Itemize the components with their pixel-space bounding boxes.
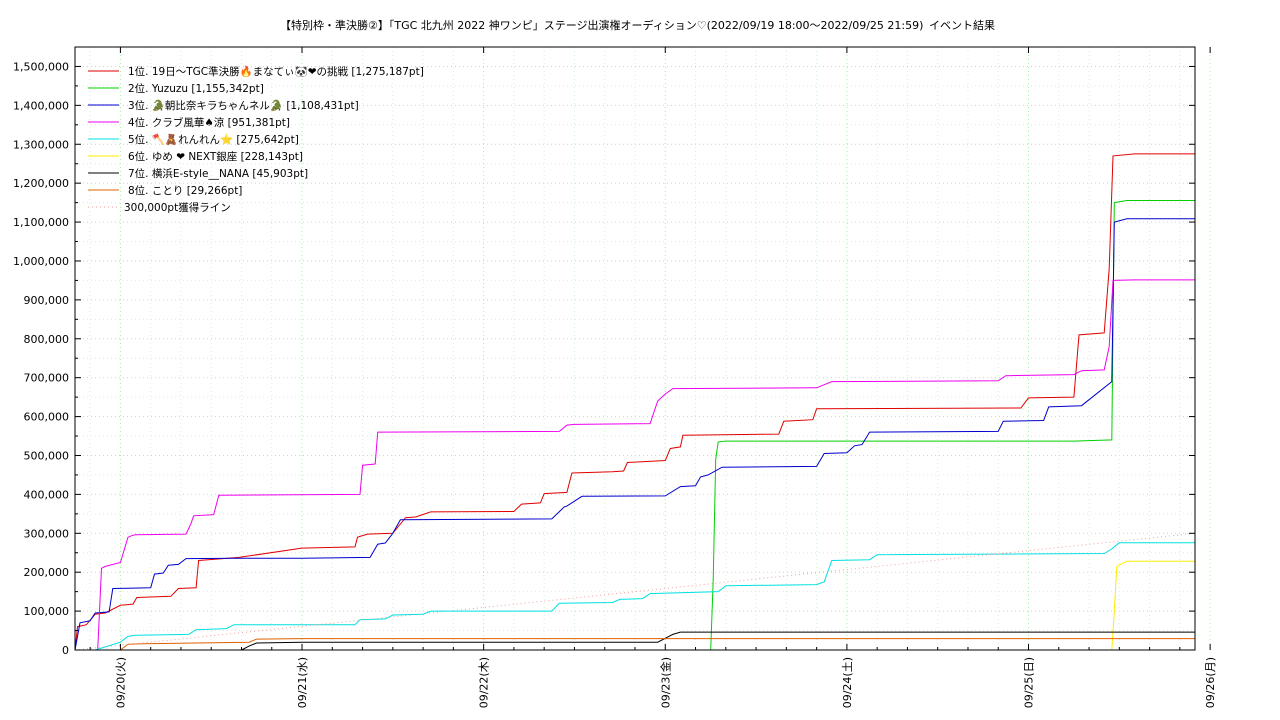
y-tick-label: 0 bbox=[62, 644, 69, 657]
chart-title: 【特別枠・準決勝②】「TGC 北九州 2022 神ワンピ」ステージ出演権オーディ… bbox=[280, 18, 923, 32]
legend-label: 4位. クラブ風華♠涼 [951,381pt] bbox=[128, 116, 290, 129]
series-line-7 bbox=[75, 631, 1195, 651]
chart-subtitle: イベント結果 bbox=[929, 18, 995, 32]
y-tick-label: 100,000 bbox=[24, 605, 70, 618]
series-line-8 bbox=[75, 638, 1195, 651]
legend-label: 5位. 🪓🧸れんれん⭐ [275,642pt] bbox=[128, 133, 299, 146]
y-tick-label: 300,000 bbox=[24, 527, 70, 540]
x-tick-label: 09/20(火) bbox=[114, 657, 127, 708]
series-line-4 bbox=[75, 279, 1195, 651]
y-axis: 0 100,000 200,000 300,000 400,000 500,000 600,… bbox=[13, 60, 1195, 657]
legend-label: 7位. 横浜E-style__NANA [45,903pt] bbox=[128, 167, 308, 180]
y-tick-label: 400,000 bbox=[24, 488, 70, 501]
legend: 1位. 19日〜TGC準決勝🔥まなてぃ🐼❤の挑戦 [1,275,187pt] 2位… bbox=[88, 65, 424, 214]
y-tick-label: 1,400,000 bbox=[13, 99, 69, 112]
y-tick-label: 200,000 bbox=[24, 566, 70, 579]
grid bbox=[75, 47, 1211, 650]
y-tick-label: 1,000,000 bbox=[13, 255, 69, 268]
y-tick-label: 1,200,000 bbox=[13, 177, 69, 190]
y-tick-label: 1,500,000 bbox=[13, 60, 69, 73]
y-tick-label: 900,000 bbox=[24, 294, 70, 307]
legend-label: 6位. ゆめ ❤ NEXT銀座 [228,143pt] bbox=[128, 150, 303, 163]
x-tick-label: 09/25(日) bbox=[1023, 657, 1036, 708]
x-tick-label: 09/22(木) bbox=[478, 657, 491, 708]
x-tick-label: 09/24(土) bbox=[841, 657, 854, 708]
legend-label: 3位. 🐊朝比奈キラちゃんネル🐊 [1,108,431pt] bbox=[128, 99, 359, 112]
y-tick-label: 800,000 bbox=[24, 333, 70, 346]
x-tick-label: 09/26(月) bbox=[1204, 657, 1217, 708]
series-line-6 bbox=[75, 560, 1195, 651]
legend-label: 300,000pt獲得ライン bbox=[124, 201, 231, 214]
y-tick-label: 700,000 bbox=[24, 372, 70, 385]
series-line-1 bbox=[74, 153, 1195, 651]
series-layer bbox=[74, 153, 1196, 651]
y-tick-label: 500,000 bbox=[24, 449, 70, 462]
legend-label: 8位. ことり [29,266pt] bbox=[128, 184, 242, 197]
x-axis: 09/20(火) 09/21(水) 09/22(木) 09/23(金) 09/24(土)… bbox=[89, 47, 1217, 708]
series-line-2 bbox=[75, 200, 1195, 651]
y-tick-label: 600,000 bbox=[24, 411, 70, 424]
legend-label: 1位. 19日〜TGC準決勝🔥まなてぃ🐼❤の挑戦 [1,275,187pt] bbox=[128, 65, 424, 78]
series-line-3 bbox=[74, 218, 1195, 651]
x-tick-label: 09/21(水) bbox=[296, 657, 309, 708]
y-tick-label: 1,300,000 bbox=[13, 138, 69, 151]
series-line-5 bbox=[75, 542, 1195, 651]
y-tick-label: 1,100,000 bbox=[13, 216, 69, 229]
legend-label: 2位. Yuzuzu [1,155,342pt] bbox=[128, 82, 264, 95]
x-tick-label: 09/23(金) bbox=[658, 657, 672, 708]
